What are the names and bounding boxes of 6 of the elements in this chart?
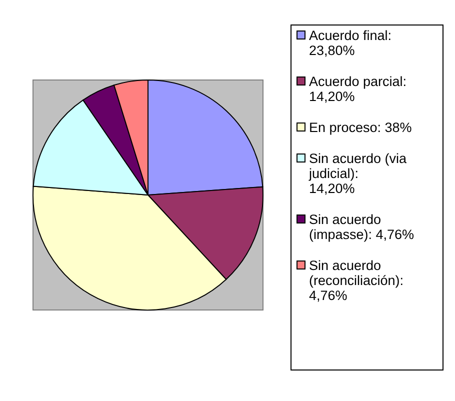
- legend-label: Sin acuerdo (via judicial): 14,20%: [308, 151, 408, 196]
- legend-label: Acuerdo parcial: 14,20%: [309, 74, 407, 104]
- legend-label: Sin acuerdo (reconciliación): 4,76%: [309, 258, 404, 303]
- legend-label: Sin acuerdo (impasse): 4,76%: [309, 212, 414, 242]
- legend-label: Acuerdo final: 23,80%: [309, 28, 392, 58]
- legend-label: En proceso: 38%: [309, 120, 412, 135]
